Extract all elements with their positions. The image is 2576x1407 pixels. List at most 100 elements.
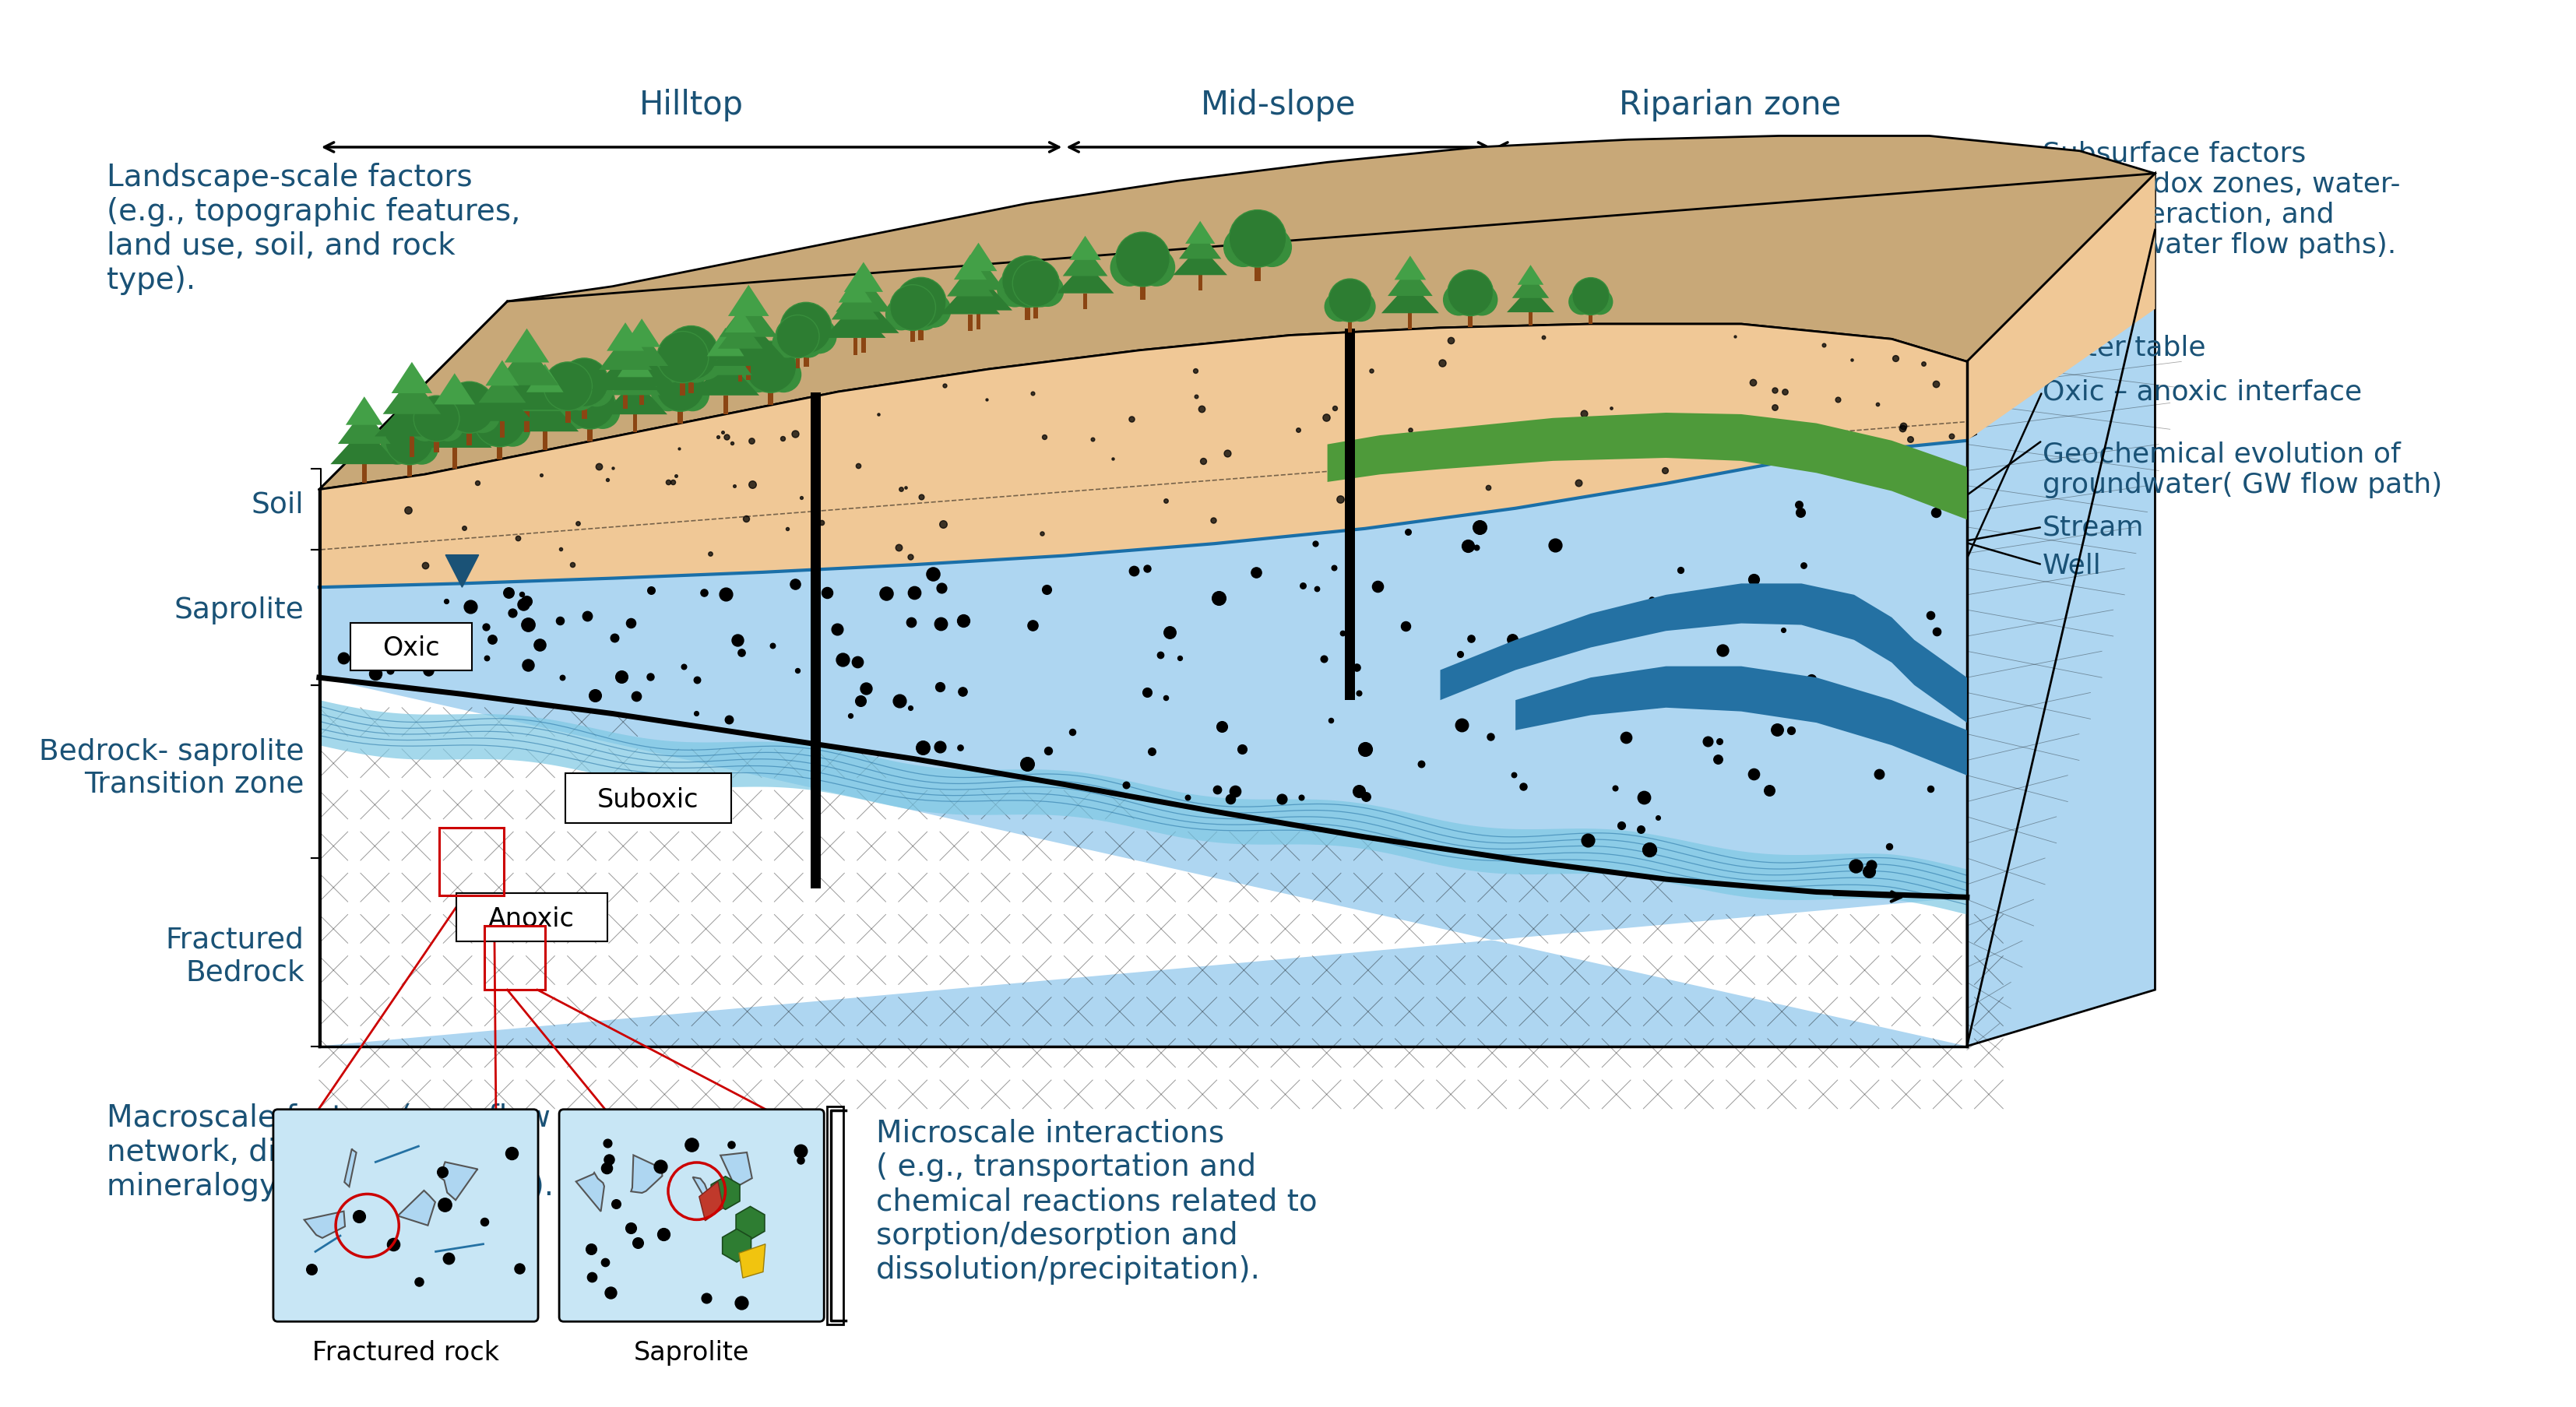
Polygon shape — [835, 276, 891, 312]
Circle shape — [469, 411, 505, 447]
Circle shape — [1252, 228, 1293, 267]
Polygon shape — [1327, 414, 1968, 521]
Polygon shape — [739, 366, 742, 383]
Polygon shape — [345, 397, 384, 425]
Circle shape — [1448, 270, 1494, 317]
Polygon shape — [484, 360, 518, 387]
Polygon shape — [453, 449, 456, 469]
Polygon shape — [440, 1162, 477, 1200]
Polygon shape — [392, 363, 433, 394]
Polygon shape — [721, 1230, 752, 1262]
Polygon shape — [618, 350, 652, 377]
Polygon shape — [969, 315, 971, 331]
Circle shape — [564, 377, 598, 411]
Polygon shape — [1517, 266, 1543, 286]
Circle shape — [538, 377, 572, 411]
Polygon shape — [711, 319, 786, 360]
Circle shape — [1443, 284, 1476, 317]
Circle shape — [685, 343, 724, 381]
Polygon shape — [304, 1211, 345, 1238]
Circle shape — [781, 303, 832, 355]
Text: Landscape-scale factors
(e.g., topographic features,
land use, soil, and rock
ty: Landscape-scale factors (e.g., topograph… — [108, 163, 520, 295]
Polygon shape — [729, 286, 770, 317]
Polygon shape — [737, 1207, 765, 1240]
Polygon shape — [425, 387, 484, 426]
Polygon shape — [909, 324, 914, 342]
Polygon shape — [497, 439, 502, 460]
Text: Water table: Water table — [2043, 333, 2205, 360]
Polygon shape — [840, 277, 873, 303]
Polygon shape — [634, 415, 636, 433]
Circle shape — [386, 416, 433, 466]
Circle shape — [739, 357, 775, 393]
Circle shape — [585, 394, 621, 429]
Circle shape — [744, 342, 796, 393]
Polygon shape — [374, 395, 448, 438]
Polygon shape — [526, 364, 564, 393]
Polygon shape — [719, 319, 762, 349]
Bar — [811, 393, 822, 888]
Polygon shape — [719, 298, 778, 338]
Circle shape — [917, 293, 951, 328]
Text: Anoxic: Anoxic — [489, 906, 574, 931]
Polygon shape — [824, 305, 886, 339]
Circle shape — [657, 363, 706, 412]
Polygon shape — [345, 1150, 355, 1186]
Polygon shape — [417, 407, 492, 449]
Text: Macroscale factors (e.g., flow
network, distribution, and
mineralogy of contamin: Macroscale factors (e.g., flow network, … — [108, 1103, 554, 1200]
Polygon shape — [505, 329, 549, 363]
Text: Suboxic: Suboxic — [598, 787, 698, 813]
Polygon shape — [544, 432, 546, 450]
FancyBboxPatch shape — [273, 1110, 538, 1321]
Circle shape — [891, 293, 925, 328]
Polygon shape — [1064, 246, 1108, 277]
Circle shape — [415, 397, 459, 442]
Polygon shape — [608, 324, 644, 352]
Text: Oxic: Oxic — [381, 635, 440, 661]
Polygon shape — [724, 395, 729, 415]
Circle shape — [1012, 260, 1059, 307]
Polygon shape — [337, 409, 392, 445]
Text: Mid-slope: Mid-slope — [1200, 89, 1355, 121]
Polygon shape — [1589, 310, 1592, 325]
Circle shape — [381, 431, 415, 466]
Polygon shape — [961, 243, 997, 272]
Circle shape — [580, 373, 613, 407]
Polygon shape — [495, 343, 559, 386]
Polygon shape — [1185, 221, 1216, 245]
Polygon shape — [1968, 174, 2156, 440]
Polygon shape — [721, 1152, 752, 1188]
Circle shape — [1345, 293, 1376, 322]
Polygon shape — [1139, 279, 1146, 300]
Polygon shape — [616, 332, 667, 367]
Polygon shape — [680, 376, 685, 395]
Text: Stream: Stream — [2043, 515, 2143, 540]
Polygon shape — [510, 395, 580, 432]
Circle shape — [1569, 290, 1595, 315]
FancyBboxPatch shape — [559, 1110, 824, 1321]
Circle shape — [1224, 228, 1262, 267]
Circle shape — [404, 431, 438, 466]
Polygon shape — [639, 387, 644, 405]
Circle shape — [801, 318, 837, 355]
Circle shape — [675, 378, 708, 412]
Polygon shape — [953, 256, 1005, 291]
Polygon shape — [860, 333, 866, 353]
Polygon shape — [1172, 246, 1226, 276]
Polygon shape — [319, 678, 1968, 1047]
Text: Subsurface factors
(e.g., redox zones, water-
rock interaction, and
groundwater : Subsurface factors (e.g., redox zones, w… — [2043, 141, 2401, 259]
Bar — [440, 829, 502, 896]
Polygon shape — [1468, 310, 1473, 328]
Text: Geochemical evolution of
groundwater( GW flow path): Geochemical evolution of groundwater( GW… — [2043, 440, 2442, 498]
Polygon shape — [600, 335, 652, 370]
Polygon shape — [917, 321, 925, 340]
Circle shape — [909, 300, 940, 331]
Polygon shape — [796, 352, 801, 369]
Circle shape — [495, 411, 531, 447]
Polygon shape — [330, 428, 399, 464]
Text: Fractured
Bedrock: Fractured Bedrock — [165, 926, 304, 986]
Polygon shape — [363, 464, 366, 484]
Polygon shape — [953, 255, 987, 280]
Text: Hilltop: Hilltop — [639, 89, 744, 121]
Polygon shape — [1056, 262, 1113, 294]
